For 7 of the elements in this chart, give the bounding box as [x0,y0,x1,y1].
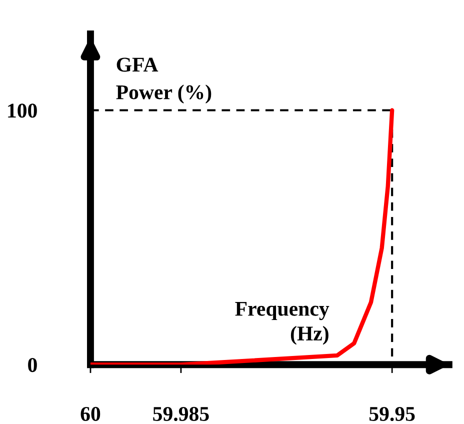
x-tick-label: 59.985 [153,406,209,422]
y-axis-title: GFA Power (%) [116,58,212,104]
y-tick-label: 100 [8,104,37,118]
x-tick-label: 60 [80,406,100,421]
x-axis-title: Frequency (Hz) [235,302,330,345]
y-tick-label: 0 [28,358,37,372]
x-tick-label: 59.95 [369,406,415,422]
